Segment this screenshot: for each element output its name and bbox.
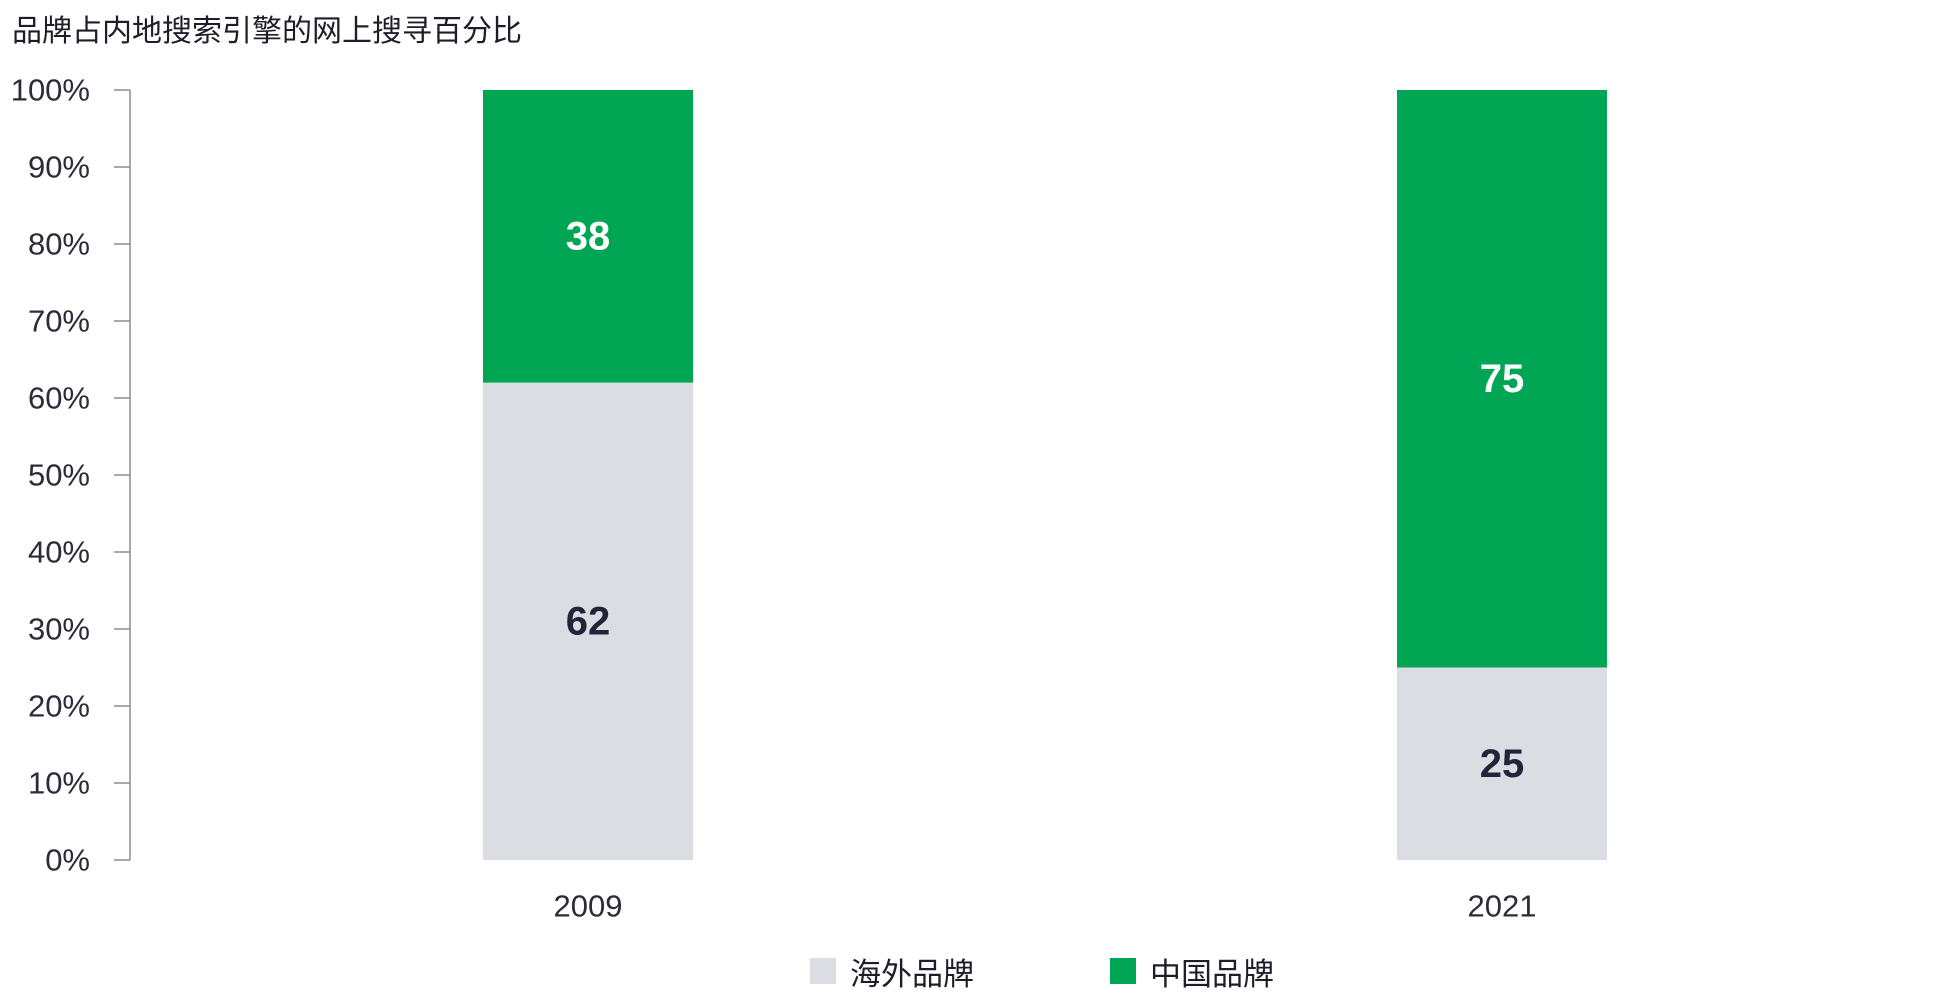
legend-swatch-chinese-brands <box>1110 958 1136 984</box>
y-tick-label: 100% <box>11 73 90 108</box>
bar-segment <box>1397 667 1607 860</box>
y-tick-label: 50% <box>28 458 90 493</box>
legend-swatch-foreign-brands <box>810 958 836 984</box>
y-tick-label: 80% <box>28 227 90 262</box>
data-label: 25 <box>1480 742 1525 786</box>
y-tick-label: 60% <box>28 381 90 416</box>
x-category-label: 2009 <box>554 889 623 924</box>
y-tick-label: 20% <box>28 689 90 724</box>
legend-label-foreign-brands: 海外品牌 <box>850 956 974 993</box>
legend-item-foreign-brands: 海外品牌 <box>810 951 974 993</box>
stacked-bar-chart: 0% 10% 20% 30% 40% 50% 60% 70% 80% 90% 100% 62 38 200… <box>11 73 1607 924</box>
y-tick-label: 90% <box>28 150 90 185</box>
y-tick-label: 40% <box>28 535 90 570</box>
y-tick-label: 30% <box>28 612 90 647</box>
data-label: 62 <box>566 599 611 643</box>
bar-segment <box>483 90 693 383</box>
legend-label-chinese-brands: 中国品牌 <box>1150 956 1274 993</box>
chart-title: 品牌占内地搜索引擎的网上搜寻百分比 <box>12 14 522 49</box>
y-tick-label: 0% <box>45 843 90 878</box>
x-category-label: 2021 <box>1468 889 1537 924</box>
legend-item-chinese-brands: 中国品牌 <box>1110 951 1274 993</box>
bar-segment <box>1397 90 1607 668</box>
data-label: 75 <box>1480 357 1525 401</box>
y-tick-label: 70% <box>28 304 90 339</box>
bar-segment <box>483 382 693 860</box>
y-tick-label: 10% <box>28 766 90 801</box>
data-label: 38 <box>566 214 611 258</box>
chart-legend: 海外品牌 中国品牌 <box>0 951 1938 993</box>
